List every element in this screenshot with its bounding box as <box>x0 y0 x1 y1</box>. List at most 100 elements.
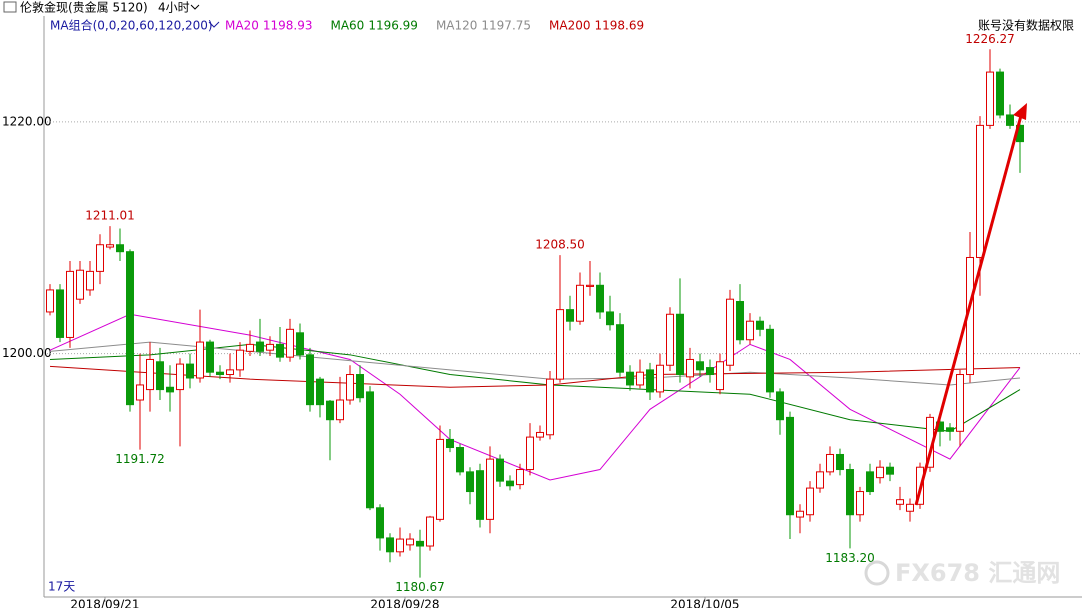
candle-body <box>196 341 204 379</box>
candle-body <box>286 328 294 358</box>
period-selector[interactable]: 4小时 <box>158 1 190 15</box>
candle-body <box>106 244 114 248</box>
candle-body <box>626 371 634 386</box>
candle-body <box>356 374 364 399</box>
candle-body <box>306 354 314 406</box>
candle-body <box>86 270 94 291</box>
candle-body <box>66 270 74 338</box>
candle-body <box>226 369 234 376</box>
price-annotation: 1208.50 <box>535 238 585 252</box>
candle-body <box>336 399 344 421</box>
candle-body <box>566 309 574 322</box>
candle-body <box>206 341 214 373</box>
candle-body <box>986 71 994 126</box>
candle-body <box>816 471 824 489</box>
candle-body <box>696 361 704 371</box>
candle-body <box>846 469 854 516</box>
candle-body <box>636 371 644 386</box>
candle-body <box>676 313 684 376</box>
span-label: 17天 <box>48 580 75 594</box>
arrow-head <box>1013 103 1027 120</box>
candle-body <box>246 343 254 352</box>
date-label: 2018/09/21 <box>70 598 139 609</box>
watermark-logo <box>864 560 890 586</box>
price-annotation: 1180.67 <box>395 580 445 594</box>
y-tick-label: 1200.00 <box>2 346 52 360</box>
candle-body <box>486 458 494 520</box>
ma-legend-value: 1196.99 <box>368 19 418 33</box>
candle-body <box>756 320 764 330</box>
candle-body <box>706 367 714 376</box>
candle-body <box>606 311 614 326</box>
candle-body <box>996 71 1004 116</box>
candle-body <box>166 386 174 393</box>
notice: 账号没有数据权限 <box>978 18 1074 33</box>
ma-legend-value: 1198.93 <box>263 19 313 33</box>
candle-body <box>476 470 484 520</box>
price-annotation: 1211.01 <box>85 209 135 223</box>
candle-body <box>416 540 424 547</box>
candle-body <box>146 358 154 391</box>
candle-body <box>236 349 244 371</box>
candle-body <box>796 510 804 518</box>
candle-body <box>116 244 124 253</box>
candle-body <box>56 289 64 338</box>
candle-body <box>806 487 814 516</box>
instrument-title[interactable]: 伦敦金现(贵金属 5120) <box>20 0 148 15</box>
date-label: 2018/09/28 <box>370 598 439 609</box>
y-tick-label: 1220.00 <box>2 114 52 128</box>
candle-body <box>976 124 984 258</box>
candle-body <box>1006 114 1014 126</box>
candle-body <box>946 427 954 432</box>
date-label: 2018/10/05 <box>670 598 739 609</box>
ma-legend-name: MA200 <box>549 19 590 33</box>
price-annotation: 1191.72 <box>115 452 165 466</box>
candle-body <box>176 363 184 391</box>
candle-body <box>746 320 754 341</box>
ma-caret[interactable] <box>208 21 220 28</box>
period-caret[interactable] <box>190 4 200 10</box>
candle-body <box>256 341 264 352</box>
candle-body <box>156 361 164 391</box>
watermark: FX678 汇通网 <box>895 559 1060 587</box>
candle-body <box>516 469 524 486</box>
ma-legend-name: MA60 <box>330 19 364 33</box>
ma-legend-name: MA120 <box>436 19 477 33</box>
candle-body <box>596 284 604 313</box>
candle-body <box>726 298 734 366</box>
candle-body <box>266 343 274 351</box>
price-annotation: 1183.20 <box>825 551 875 565</box>
candle-body <box>866 471 874 493</box>
candle-body <box>576 284 584 322</box>
candle-body <box>456 447 464 473</box>
candle-body <box>776 391 784 421</box>
candle-body <box>686 358 694 378</box>
candle-body <box>446 438 454 449</box>
candle-body <box>296 332 304 356</box>
candle-body <box>96 244 104 272</box>
candle-body <box>896 499 904 505</box>
candle-body <box>76 269 84 300</box>
candle-body <box>346 374 354 401</box>
candle-body <box>386 537 394 553</box>
candle-body <box>326 400 334 421</box>
candle-body <box>836 453 844 471</box>
candle-body <box>786 416 794 516</box>
ma-legend-name: MA20 <box>225 19 259 33</box>
ma-legend-value: 1197.75 <box>481 19 531 33</box>
trend-arrow <box>914 111 1024 506</box>
candle-body <box>466 471 474 493</box>
candle-body <box>216 371 224 376</box>
candle-body <box>556 309 564 380</box>
price-annotation: 1226.27 <box>965 32 1015 46</box>
ma-legend-value: 1198.69 <box>595 19 645 33</box>
candle-body <box>876 466 884 479</box>
candle-body <box>496 458 504 482</box>
candle-body <box>436 438 444 520</box>
window-icon <box>3 1 17 13</box>
candle-body <box>736 301 744 341</box>
candle-body <box>886 466 894 475</box>
candle-body <box>126 251 134 406</box>
